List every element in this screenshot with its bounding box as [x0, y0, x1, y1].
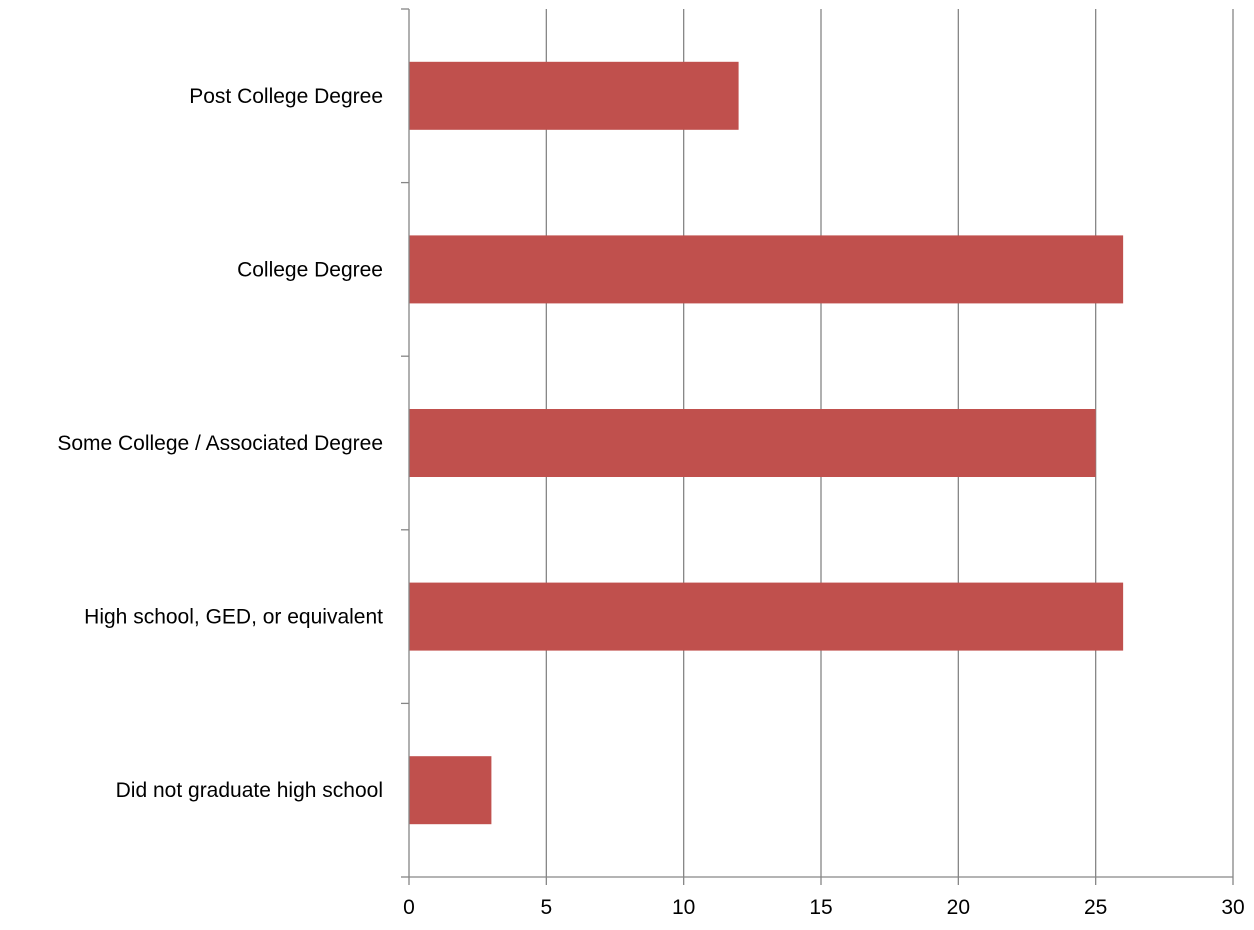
y-category-label: High school, GED, or equivalent	[84, 606, 383, 629]
x-tick-label: 30	[1221, 896, 1244, 919]
bar-high-school-ged-or-equivalent	[409, 582, 1124, 651]
bar-post-college-degree	[409, 61, 739, 130]
y-category-label: Some College / Associated Degree	[57, 432, 383, 455]
axes	[401, 8, 1234, 885]
bar-did-not-graduate-high-school	[409, 756, 492, 825]
y-category-label: Did not graduate high school	[116, 779, 383, 802]
x-tick-label: 15	[809, 896, 832, 919]
x-tick-label: 20	[947, 896, 970, 919]
bar-college-degree	[409, 235, 1124, 304]
y-category-label: Post College Degree	[189, 85, 383, 108]
x-tick-label: 10	[672, 896, 695, 919]
x-tick-label: 5	[540, 896, 552, 919]
x-tick-label: 25	[1084, 896, 1107, 919]
bars	[409, 61, 1124, 825]
y-category-label: College Degree	[237, 258, 383, 281]
labels: 0 5 10 15 20 25 30 Post College Degree College D…	[57, 85, 1244, 919]
bar-some-college-associated-degree	[409, 409, 1096, 477]
x-tick-label: 0	[403, 896, 415, 919]
